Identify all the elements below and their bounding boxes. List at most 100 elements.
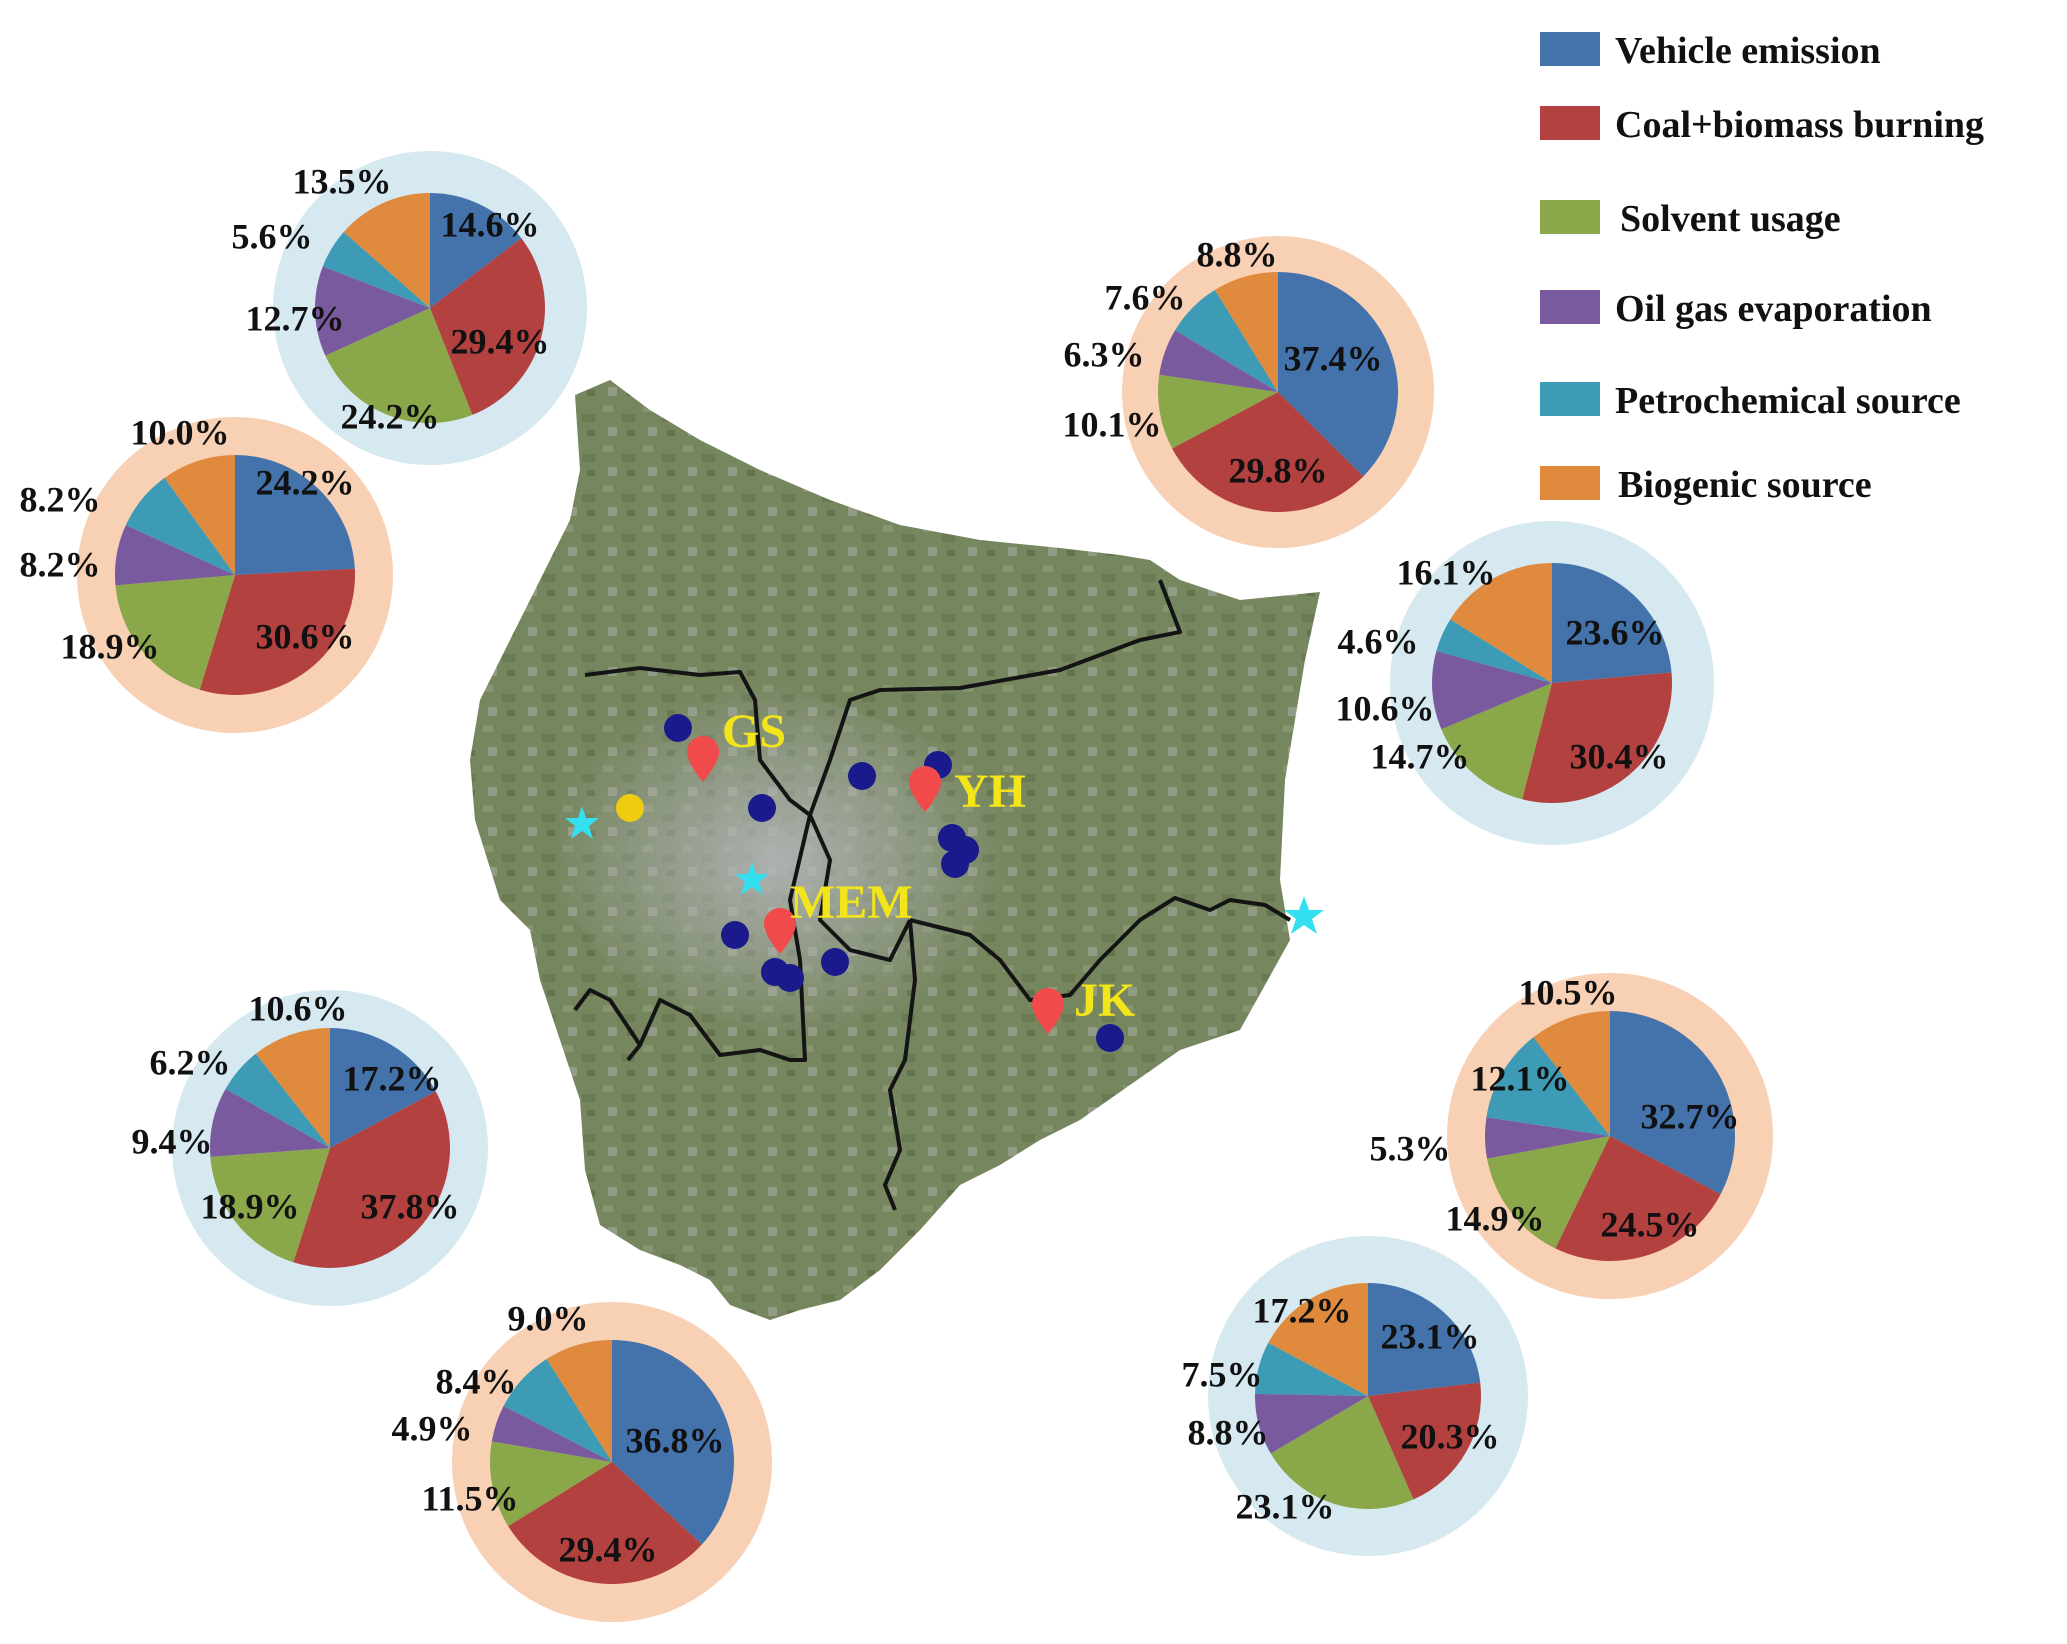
slice-label: 10.6% bbox=[249, 988, 348, 1028]
legend-item-oil: Oil gas evaporation bbox=[1540, 288, 1932, 330]
pie-slice-oil bbox=[1485, 1117, 1610, 1159]
pie-slice-oil bbox=[1254, 1393, 1368, 1454]
slice-label: 7.6% bbox=[1105, 277, 1186, 317]
slice-label: 16.1% bbox=[1397, 552, 1496, 592]
slice-label: 23.1% bbox=[1236, 1486, 1335, 1526]
slice-label: 13.5% bbox=[293, 161, 392, 201]
site-JK: JK bbox=[1032, 974, 1135, 1034]
pie-slice-solvent bbox=[1158, 374, 1278, 449]
slice-label: 20.3% bbox=[1401, 1416, 1500, 1456]
pie-slice-solvent bbox=[1487, 1136, 1610, 1249]
pie-slice-biogenic bbox=[1214, 272, 1278, 392]
slice-label: 23.1% bbox=[1381, 1316, 1480, 1356]
pie-slice-petro bbox=[503, 1358, 612, 1462]
pie-chart: 14.6% 29.4% 24.2% 12.7% 5.6% 13.5% bbox=[232, 151, 587, 465]
slice-label: 17.2% bbox=[1253, 1290, 1352, 1330]
slice-label: 8.4% bbox=[436, 1361, 517, 1401]
pie-slice-coal bbox=[508, 1462, 702, 1585]
pie-slice-petro bbox=[1486, 1037, 1610, 1136]
slice-label: 29.4% bbox=[559, 1529, 658, 1569]
pie-slice-vehicle bbox=[235, 455, 355, 575]
pie-slice-biogenic bbox=[343, 193, 430, 308]
map-pin-icon bbox=[1032, 988, 1064, 1034]
legend-swatch bbox=[1540, 200, 1600, 234]
monitoring-dots bbox=[664, 714, 1124, 1052]
slice-label: 7.5% bbox=[1182, 1354, 1263, 1394]
pie-slice-coal bbox=[1368, 1382, 1481, 1500]
monitoring-dot bbox=[721, 921, 749, 949]
legend-label: Vehicle emission bbox=[1615, 30, 1881, 72]
slice-label: 4.9% bbox=[392, 1408, 473, 1448]
pie-slice-petro bbox=[1255, 1342, 1368, 1396]
monitoring-dot bbox=[941, 850, 969, 878]
slice-label: 9.0% bbox=[508, 1298, 589, 1338]
slice-label: 10.6% bbox=[1336, 688, 1435, 728]
pie-slice-biogenic bbox=[164, 455, 235, 575]
star-icon bbox=[565, 806, 599, 839]
slice-label: 29.4% bbox=[451, 321, 550, 361]
pie-slice-petro bbox=[225, 1053, 330, 1148]
legend-item-vehicle: Vehicle emission bbox=[1540, 30, 1881, 72]
pie-slice-biogenic bbox=[255, 1028, 330, 1148]
legend-swatch bbox=[1540, 32, 1600, 66]
pie-slice-vehicle bbox=[612, 1340, 734, 1545]
pie-chart: 17.2% 37.8% 18.9% 9.4% 6.2% 10.6% bbox=[132, 988, 488, 1306]
slice-label: 10.1% bbox=[1063, 404, 1162, 444]
slice-label: 10.5% bbox=[1519, 972, 1618, 1012]
pie-slice-solvent bbox=[490, 1441, 612, 1527]
slice-label: 18.9% bbox=[61, 626, 160, 666]
pie-slice-oil bbox=[315, 266, 430, 356]
slice-label: 4.6% bbox=[1338, 621, 1419, 661]
legend-label: Solvent usage bbox=[1620, 198, 1841, 240]
pie-slice-coal bbox=[1555, 1136, 1721, 1262]
slice-label: 37.8% bbox=[361, 1186, 460, 1226]
pie-slice-solvent bbox=[1270, 1396, 1414, 1509]
slice-label: 9.4% bbox=[132, 1121, 213, 1161]
slice-label: 8.2% bbox=[20, 479, 101, 519]
pie-chart: 37.4% 29.8% 10.1% 6.3% 7.6% 8.8% bbox=[1063, 234, 1434, 548]
slice-label: 37.4% bbox=[1284, 338, 1383, 378]
slice-label: 10.0% bbox=[131, 412, 230, 452]
pie-slice-oil bbox=[1159, 330, 1278, 392]
legend-item-solvent: Solvent usage bbox=[1540, 198, 1841, 240]
pie-slice-solvent bbox=[115, 575, 235, 690]
slice-label: 24.2% bbox=[341, 396, 440, 436]
pie-slice-petro bbox=[322, 231, 430, 308]
pie-slice-oil bbox=[210, 1088, 330, 1157]
star-icon bbox=[1284, 896, 1324, 934]
pie-slice-solvent bbox=[325, 308, 473, 423]
pie-slice-biogenic bbox=[546, 1340, 612, 1462]
slice-label: 23.6% bbox=[1566, 612, 1665, 652]
pie-slice-biogenic bbox=[1450, 563, 1552, 683]
pie-slice-coal bbox=[1522, 672, 1672, 803]
slice-label: 5.3% bbox=[1370, 1128, 1451, 1168]
slice-label: 5.6% bbox=[232, 216, 313, 256]
pie-chart: 23.1% 20.3% 23.1% 8.8% 7.5% 17.2% bbox=[1182, 1236, 1528, 1556]
pie-chart: 23.6% 30.4% 14.7% 10.6% 4.6% 16.1% bbox=[1336, 521, 1714, 845]
site-YH: YH bbox=[909, 765, 1026, 818]
slice-label: 29.8% bbox=[1229, 450, 1328, 490]
site-label: MEM bbox=[790, 876, 913, 929]
slice-label: 12.7% bbox=[246, 298, 345, 338]
slice-label: 24.2% bbox=[256, 462, 355, 502]
monitoring-dot bbox=[664, 714, 692, 742]
legend-label: Oil gas evaporation bbox=[1615, 288, 1932, 330]
site-markers: GS YH MEM JK bbox=[687, 705, 1135, 1034]
pie-slice-vehicle bbox=[1552, 563, 1672, 683]
slice-label: 6.2% bbox=[150, 1042, 231, 1082]
legend-swatch bbox=[1540, 106, 1600, 140]
slice-label: 11.5% bbox=[421, 1478, 518, 1518]
pie-slice-vehicle bbox=[330, 1028, 436, 1148]
pie-chart: 36.8% 29.4% 11.5% 4.9% 8.4% 9.0% bbox=[392, 1298, 772, 1622]
pie-slice-solvent bbox=[1441, 683, 1552, 800]
legend-swatch bbox=[1540, 290, 1600, 324]
monitoring-dot bbox=[821, 948, 849, 976]
pie-slice-solvent bbox=[210, 1148, 330, 1263]
slice-label: 17.2% bbox=[343, 1058, 442, 1098]
site-label: YH bbox=[954, 765, 1026, 818]
slice-label: 18.9% bbox=[201, 1186, 300, 1226]
slice-label: 14.7% bbox=[1371, 736, 1470, 776]
slice-label: 8.2% bbox=[20, 544, 101, 584]
pie-slice-biogenic bbox=[1533, 1011, 1610, 1136]
